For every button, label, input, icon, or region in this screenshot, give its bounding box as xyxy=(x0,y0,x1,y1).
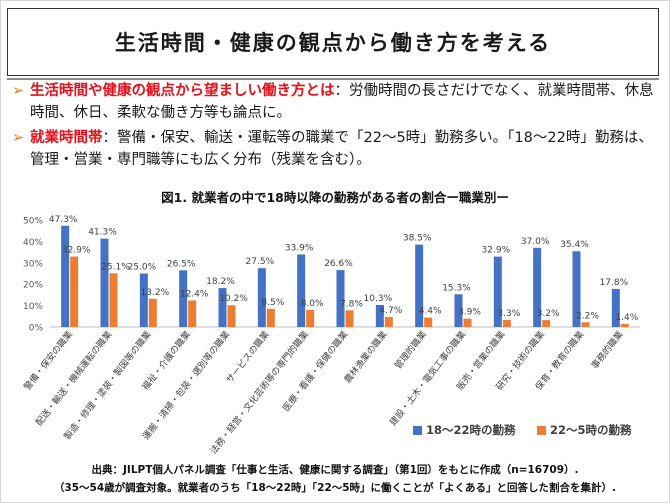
data-label: 25.1% xyxy=(101,262,130,272)
x-tick-label: 医療・看護・保健の職業 xyxy=(280,328,350,413)
arrow-bullet-icon: ➢ xyxy=(12,130,25,146)
data-label: 4.4% xyxy=(419,307,442,317)
bar-22-5 xyxy=(384,316,393,327)
legend-swatch-18-22 xyxy=(413,426,422,435)
data-label: 10.3% xyxy=(364,294,393,304)
bar-18-22 xyxy=(454,294,463,327)
bar-22-5 xyxy=(542,320,551,327)
data-label: 3.9% xyxy=(458,308,481,318)
bar-18-22 xyxy=(218,288,227,327)
data-label: 8.5% xyxy=(261,298,284,308)
arrow-bullet-icon: ➢ xyxy=(12,83,25,99)
data-label: 41.3% xyxy=(88,228,117,238)
legend-swatch-22-5 xyxy=(537,426,546,435)
bar-22-5 xyxy=(345,310,354,327)
data-label: 12.4% xyxy=(180,289,209,299)
bar-18-22 xyxy=(61,225,70,327)
bar-18-22 xyxy=(533,247,542,327)
data-label: 38.5% xyxy=(403,234,432,244)
slide-title: 生活時間・健康の観点から働き方を考える xyxy=(7,8,659,76)
y-tick-label: 10% xyxy=(23,302,43,312)
title-divider xyxy=(7,78,659,80)
data-label: 18.2% xyxy=(206,277,235,287)
data-label: 35.4% xyxy=(560,240,589,250)
x-tick-label: 事務的職業 xyxy=(589,328,626,371)
bar-18-22 xyxy=(336,270,345,327)
bar-18-22 xyxy=(297,254,306,327)
bullet-heading: 就業時間帯 xyxy=(30,130,103,146)
source-footnote: 出典：JILPT個人パネル調査「仕事と生活、健康に関する調査」（第1回）をもとに… xyxy=(0,461,670,497)
bar-22-5 xyxy=(463,318,472,327)
data-label: 27.5% xyxy=(246,257,275,267)
data-label: 17.8% xyxy=(600,278,629,288)
data-label: 2.2% xyxy=(576,311,599,321)
data-label: 26.5% xyxy=(167,259,196,269)
legend-label: 18～22時の勤務 xyxy=(426,423,516,437)
bar-18-22 xyxy=(493,256,502,327)
data-label: 33.9% xyxy=(285,243,314,253)
bar-22-5 xyxy=(502,319,511,327)
bar-22-5 xyxy=(109,273,118,327)
survey-note: （35～54歳が調査対象。就業者のうち「18～22時」「22～5時」に働くことが… xyxy=(53,482,617,494)
slide-title-text: 生活時間・健康の観点から働き方を考える xyxy=(114,31,552,55)
bullet-text: ：労働時間の長さだけでなく、就業時間帯、休息時間、休日、柔軟な働き方等も論点に。 xyxy=(30,83,654,121)
data-label: 4.7% xyxy=(379,306,402,316)
bullet-text: ：警備・保安、輸送・運転等の職業で「22～5時」勤務多い。「18～22時」勤務は… xyxy=(30,130,653,168)
bar-18-22 xyxy=(611,288,620,327)
bullet-item-1: ➢ 生活時間や健康の観点から望ましい働き方とは：労働時間の長さだけでなく、就業時… xyxy=(10,80,666,124)
bullet-list: ➢ 生活時間や健康の観点から望ましい働き方とは：労働時間の長さだけでなく、就業時… xyxy=(10,80,666,171)
bar-22-5 xyxy=(70,256,79,327)
bar-18-22 xyxy=(257,268,266,327)
y-tick-label: 50% xyxy=(23,217,43,227)
bar-22-5 xyxy=(227,305,236,327)
bar-18-22 xyxy=(100,238,109,327)
y-tick-label: 0% xyxy=(29,324,44,334)
bar-18-22 xyxy=(139,273,148,327)
bar-22-5 xyxy=(266,308,275,327)
bar-18-22 xyxy=(415,244,424,327)
data-label: 10.2% xyxy=(219,294,248,304)
data-label: 3.2% xyxy=(537,309,560,319)
data-label: 1.4% xyxy=(615,313,638,323)
y-tick-label: 20% xyxy=(23,281,43,291)
data-label: 7.8% xyxy=(340,299,363,309)
bar-18-22 xyxy=(375,304,384,327)
data-label: 26.6% xyxy=(324,259,353,269)
data-label: 32.9% xyxy=(482,246,511,256)
y-tick-label: 40% xyxy=(23,238,43,248)
bar-18-22 xyxy=(179,270,188,327)
bar-22-5 xyxy=(620,324,629,327)
legend-label: 22～5時の勤務 xyxy=(550,423,632,437)
data-label: 13.2% xyxy=(141,288,170,298)
x-tick-label: 管理的職業 xyxy=(392,328,429,371)
data-label: 37.0% xyxy=(521,237,550,247)
bar-18-22 xyxy=(572,251,581,327)
data-label: 8.0% xyxy=(301,299,324,309)
chart-title: 図1. 就業者の中で18時以降の勤務がある者の割合ー職業別ー xyxy=(161,190,509,205)
data-label: 3.3% xyxy=(497,309,520,319)
bullet-item-2: ➢ 就業時間帯：警備・保安、輸送・運転等の職業で「22～5時」勤務多い。「18～… xyxy=(10,127,666,171)
bullet-heading: 生活時間や健康の観点から望ましい働き方とは xyxy=(30,83,335,99)
bar-22-5 xyxy=(188,300,197,327)
data-label: 32.9% xyxy=(62,246,91,256)
bar-22-5 xyxy=(306,309,315,327)
bar-chart: 0%10%20%30%40%50% 47.3%32.9%警備・保安の職業41.3%… xyxy=(21,215,640,456)
bar-22-5 xyxy=(424,317,433,327)
data-label: 25.0% xyxy=(128,263,157,273)
source-line: 出典：JILPT個人パネル調査「仕事と生活、健康に関する調査」（第1回）をもとに… xyxy=(91,464,579,476)
data-label: 15.3% xyxy=(442,283,471,293)
x-tick-label: 建設・土木・電気工事の職業 xyxy=(387,328,468,428)
x-tick-label: 配送・輸送・機械運転の職業 xyxy=(33,328,114,428)
bar-22-5 xyxy=(581,322,590,327)
data-label: 47.3% xyxy=(49,215,78,225)
bar-22-5 xyxy=(148,298,157,327)
y-tick-label: 30% xyxy=(23,259,43,269)
